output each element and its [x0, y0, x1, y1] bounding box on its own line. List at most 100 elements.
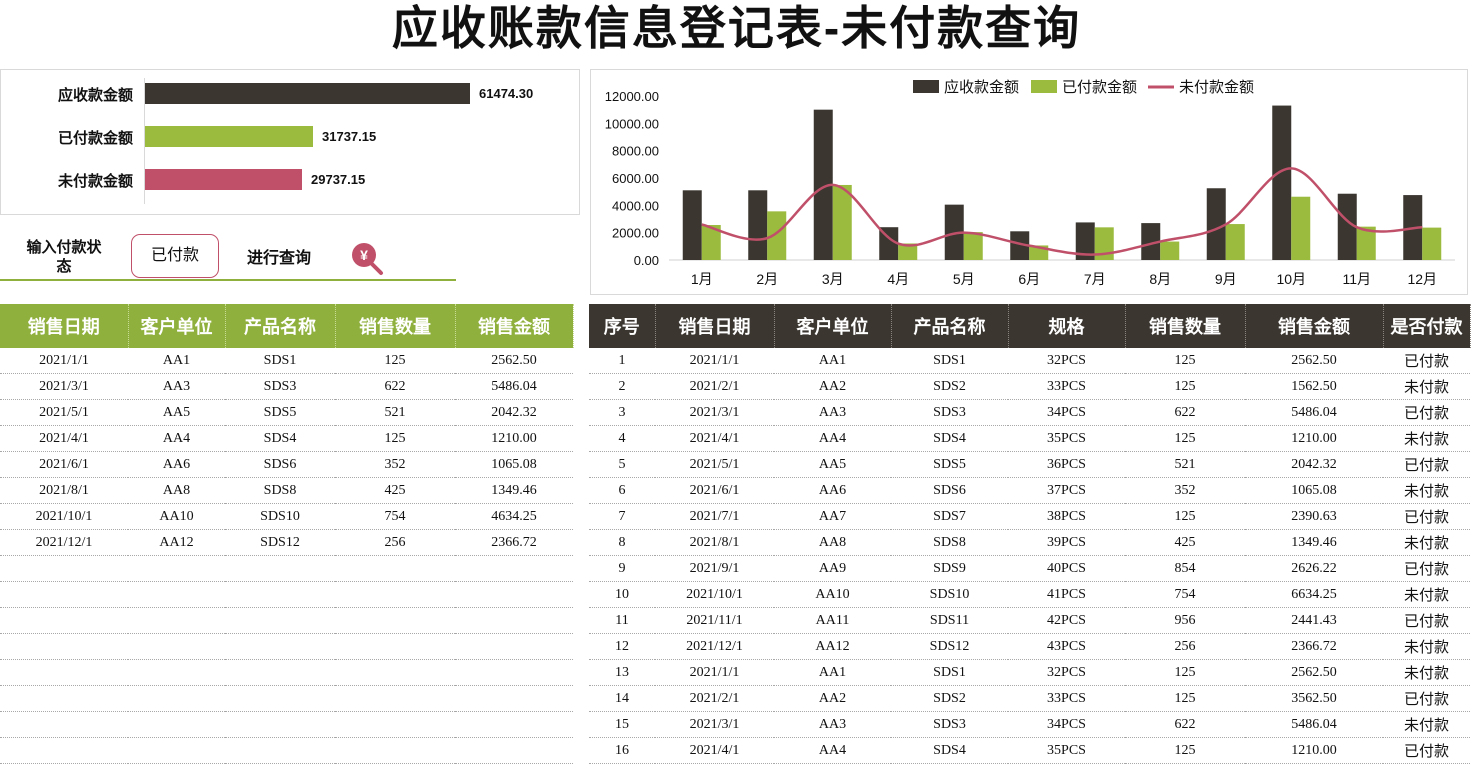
x-tick-label: 4月 — [887, 271, 909, 287]
empty-cell — [0, 659, 128, 686]
table-cell: 1210.00 — [455, 425, 573, 452]
payment-status-cell: 未付款 — [1383, 425, 1470, 452]
table-cell: AA6 — [128, 451, 225, 478]
empty-cell — [0, 581, 128, 608]
table-row: 2021/10/1 AA10 SDS10 754 4634.25 — [0, 503, 573, 530]
table-cell: SDS4 — [891, 737, 1008, 764]
table-cell: 35PCS — [1008, 737, 1125, 764]
table-cell: 352 — [1125, 477, 1245, 504]
summary-bar — [145, 83, 470, 104]
table-cell: 2366.72 — [455, 529, 573, 556]
payment-status-cell: 已付款 — [1383, 451, 1470, 478]
table-cell: 2042.32 — [1245, 451, 1383, 478]
table-cell: 2021/3/1 — [655, 399, 774, 426]
monthly-chart-panel: 0.00 2000.00 4000.00 6000.00 8000.00 10000.00… — [590, 69, 1468, 295]
table-cell: AA10 — [774, 581, 891, 608]
table-cell: 2626.22 — [1245, 555, 1383, 582]
ledger-header-cell: 销售数量 — [1125, 304, 1246, 348]
payment-status-input[interactable]: 已付款 — [131, 234, 219, 278]
table-cell: 43PCS — [1008, 633, 1125, 660]
table-row: 16 2021/4/1 AA4 SDS4 35PCS 125 1210.00 已付款 — [589, 737, 1470, 764]
table-cell: 2021/8/1 — [655, 529, 774, 556]
table-cell: 854 — [1125, 555, 1245, 582]
table-cell: 2562.50 — [1245, 348, 1383, 374]
empty-cell — [455, 555, 573, 582]
table-cell: 352 — [335, 451, 455, 478]
table-cell: AA12 — [128, 529, 225, 556]
empty-cell — [455, 607, 573, 634]
table-row: 2021/12/1 AA12 SDS12 256 2366.72 — [0, 529, 573, 556]
table-cell: 40PCS — [1008, 555, 1125, 582]
table-row: 2021/5/1 AA5 SDS5 521 2042.32 — [0, 399, 573, 426]
table-cell: 754 — [335, 503, 455, 530]
summary-value-label: 61474.30 — [479, 86, 534, 101]
empty-table-row — [0, 711, 573, 738]
table-cell: 13 — [589, 659, 655, 686]
x-tick-label: 1月 — [691, 271, 713, 287]
table-cell: SDS10 — [225, 503, 335, 530]
empty-cell — [225, 555, 335, 582]
table-row: 4 2021/4/1 AA4 SDS4 35PCS 125 1210.00 未付款 — [589, 425, 1470, 452]
table-cell: 125 — [1125, 348, 1245, 374]
table-cell: AA7 — [774, 503, 891, 530]
table-cell: 2021/8/1 — [0, 477, 128, 504]
empty-table-row — [0, 555, 573, 582]
table-cell: 125 — [1125, 737, 1245, 764]
table-cell: AA2 — [774, 685, 891, 712]
bar-paid — [963, 232, 983, 260]
table-cell: 1349.46 — [1245, 529, 1383, 556]
table-cell: 2021/2/1 — [655, 685, 774, 712]
table-cell: 5 — [589, 451, 655, 478]
y-tick-label: 8000.00 — [612, 144, 659, 159]
bar-receivable — [748, 190, 768, 260]
empty-cell — [128, 607, 225, 634]
table-row: 3 2021/3/1 AA3 SDS3 34PCS 622 5486.04 已付款 — [589, 399, 1470, 426]
payment-status-cell: 已付款 — [1383, 555, 1470, 582]
table-cell: 2021/3/1 — [0, 373, 128, 400]
payment-status-cell: 已付款 — [1383, 685, 1470, 712]
empty-cell — [335, 555, 455, 582]
table-cell: 622 — [335, 373, 455, 400]
table-cell: 2021/6/1 — [0, 451, 128, 478]
table-cell: 2021/9/1 — [655, 555, 774, 582]
table-cell: 9 — [589, 555, 655, 582]
empty-cell — [335, 581, 455, 608]
table-cell: 2021/4/1 — [655, 737, 774, 764]
summary-value-label: 31737.15 — [322, 129, 377, 144]
table-cell: AA6 — [774, 477, 891, 504]
empty-cell — [225, 581, 335, 608]
empty-cell — [335, 607, 455, 634]
table-cell: 754 — [1125, 581, 1245, 608]
yen-search-icon[interactable]: ¥ — [349, 240, 385, 276]
table-cell: 521 — [1125, 451, 1245, 478]
table-cell: 16 — [589, 737, 655, 764]
table-cell: SDS2 — [891, 373, 1008, 400]
empty-table-row — [0, 659, 573, 686]
x-tick-label: 2月 — [756, 271, 778, 287]
x-tick-label: 11月 — [1342, 271, 1371, 287]
table-cell: 1 — [589, 348, 655, 374]
table-cell: SDS5 — [225, 399, 335, 426]
table-cell: 2021/2/1 — [655, 373, 774, 400]
ledger-header-cell: 销售金额 — [1245, 304, 1384, 348]
bar-receivable — [1206, 188, 1226, 260]
table-row: 7 2021/7/1 AA7 SDS7 38PCS 125 2390.63 已付款 — [589, 503, 1470, 530]
summary-bar-chart: 应收款金额 61474.30 已付款金额 31737.15 未付款金额 29737.15 — [0, 69, 580, 215]
table-cell: 15 — [589, 711, 655, 738]
yen-search-icon-handle — [370, 262, 383, 275]
table-row: 13 2021/1/1 AA1 SDS1 32PCS 125 2562.50 未付款 — [589, 659, 1470, 686]
result-header-cell: 销售金额 — [455, 304, 574, 348]
table-cell: 256 — [335, 529, 455, 556]
run-query-button[interactable]: 进行查询 — [246, 250, 311, 267]
empty-cell — [335, 633, 455, 660]
table-cell: SDS9 — [891, 555, 1008, 582]
bar-receivable — [1272, 105, 1292, 260]
table-cell: 1210.00 — [1245, 737, 1383, 764]
empty-cell — [225, 659, 335, 686]
empty-cell — [455, 737, 573, 764]
table-cell: SDS8 — [891, 529, 1008, 556]
monthly-combo-chart: 0.00 2000.00 4000.00 6000.00 8000.00 10000.00… — [605, 78, 1455, 287]
table-row: 2021/6/1 AA6 SDS6 352 1065.08 — [0, 451, 573, 478]
table-cell: SDS4 — [225, 425, 335, 452]
yen-glyph: ¥ — [360, 247, 368, 263]
